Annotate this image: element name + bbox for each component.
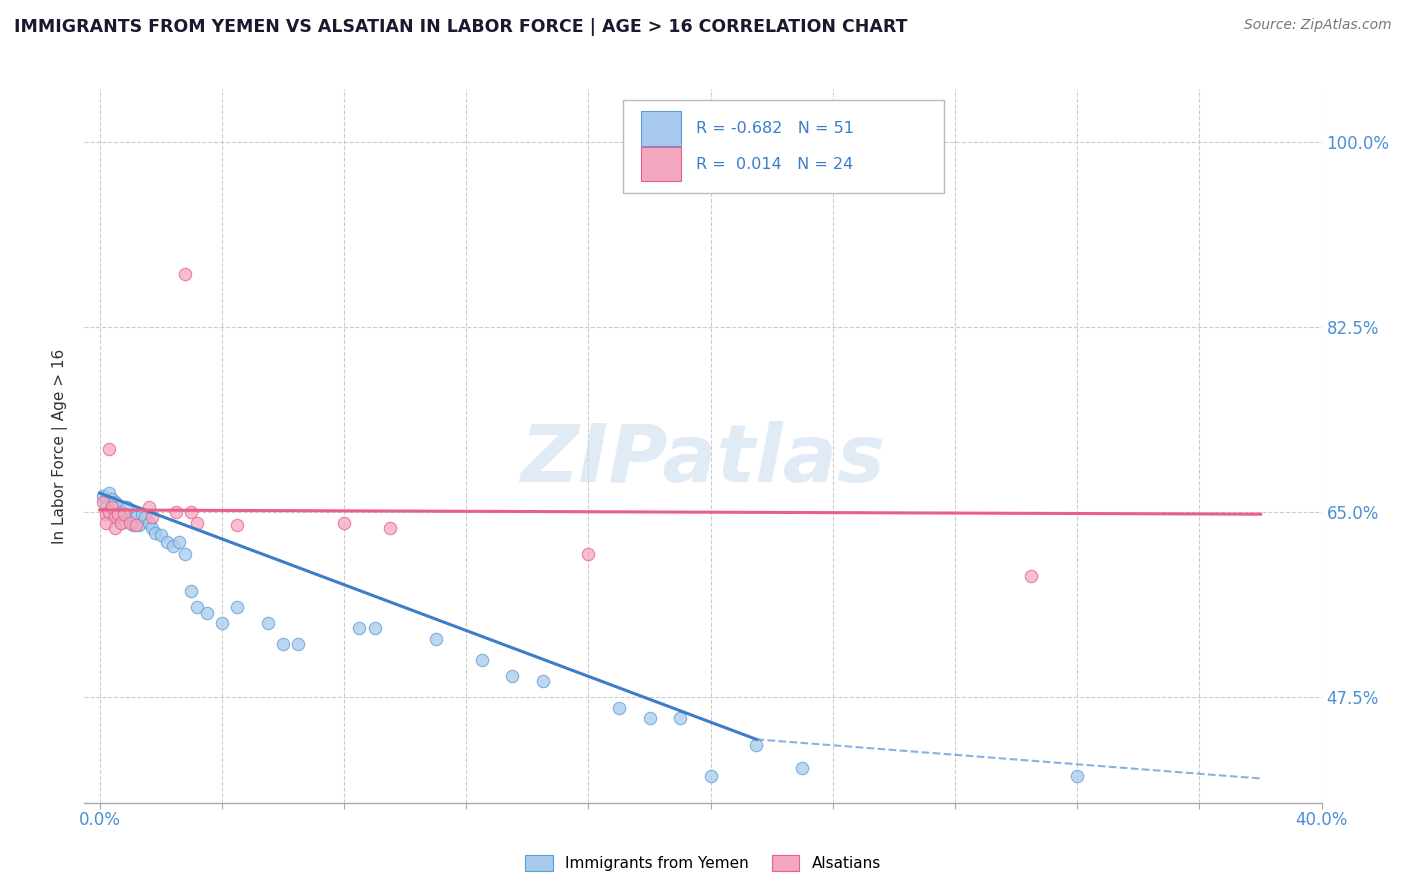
Point [104, 507, 127, 521]
Text: ZIPatlas: ZIPatlas [520, 421, 886, 500]
Point [104, 521, 127, 535]
Point [110, 516, 132, 530]
Point [120, 514, 142, 528]
Point [638, 711, 661, 725]
Point [94, 500, 117, 514]
Point [470, 653, 492, 667]
Point [128, 517, 150, 532]
Point [101, 500, 124, 514]
Point [125, 517, 148, 532]
Point [180, 584, 202, 599]
Point [141, 510, 163, 524]
Point [333, 516, 356, 530]
Point [112, 507, 135, 521]
Point [186, 516, 208, 530]
Text: 0.0%: 0.0% [79, 811, 121, 830]
Point [115, 510, 138, 524]
Point [607, 700, 630, 714]
Point [167, 534, 190, 549]
Point [97, 505, 120, 519]
Point [256, 616, 278, 631]
Point [97, 442, 120, 456]
Point [174, 267, 197, 281]
Point [104, 510, 127, 524]
FancyBboxPatch shape [623, 100, 945, 193]
Point [112, 507, 135, 521]
Point [101, 492, 124, 507]
Point [101, 500, 124, 514]
Point [110, 505, 132, 519]
Point [115, 500, 138, 514]
Point [94, 494, 117, 508]
Point [141, 521, 163, 535]
Point [349, 621, 371, 635]
Point [180, 505, 202, 519]
Point [792, 761, 814, 775]
Point [125, 510, 148, 524]
Point [578, 547, 600, 561]
Point [91, 494, 114, 508]
Point [745, 738, 768, 752]
Point [287, 637, 309, 651]
Point [131, 507, 153, 521]
Point [271, 637, 294, 651]
Point [174, 547, 197, 561]
Point [143, 526, 166, 541]
Point [97, 486, 120, 500]
Point [122, 517, 145, 532]
Point [134, 510, 156, 524]
Text: IMMIGRANTS FROM YEMEN VS ALSATIAN IN LABOR FORCE | AGE > 16 CORRELATION CHART: IMMIGRANTS FROM YEMEN VS ALSATIAN IN LAB… [14, 18, 907, 36]
Point [1021, 568, 1043, 582]
Text: 40.0%: 40.0% [1295, 811, 1348, 830]
Point [699, 769, 721, 783]
Point [156, 534, 179, 549]
Point [363, 621, 385, 635]
Y-axis label: In Labor Force | Age > 16: In Labor Force | Age > 16 [52, 349, 69, 543]
Point [104, 494, 127, 508]
Point [120, 516, 142, 530]
Bar [641, 147, 681, 181]
Bar [641, 112, 681, 145]
Point [226, 600, 249, 615]
Point [107, 500, 129, 514]
Point [149, 528, 172, 542]
Point [501, 669, 523, 683]
Point [1066, 769, 1088, 783]
Text: Source: ZipAtlas.com: Source: ZipAtlas.com [1244, 18, 1392, 32]
Point [94, 516, 117, 530]
Point [195, 606, 218, 620]
Legend: Immigrants from Yemen, Alsatians: Immigrants from Yemen, Alsatians [519, 849, 887, 877]
Point [186, 600, 208, 615]
Point [669, 711, 692, 725]
Point [378, 521, 401, 535]
Point [138, 516, 160, 530]
Point [425, 632, 447, 646]
Point [107, 512, 129, 526]
Point [110, 516, 132, 530]
Point [91, 489, 114, 503]
Point [94, 507, 117, 521]
Point [97, 505, 120, 519]
Point [226, 517, 249, 532]
Point [162, 539, 184, 553]
Point [531, 674, 554, 689]
Text: R =  0.014   N = 24: R = 0.014 N = 24 [696, 157, 853, 171]
Point [107, 507, 129, 521]
Text: R = -0.682   N = 51: R = -0.682 N = 51 [696, 121, 853, 136]
Point [165, 505, 187, 519]
Point [138, 500, 160, 514]
Point [211, 616, 233, 631]
